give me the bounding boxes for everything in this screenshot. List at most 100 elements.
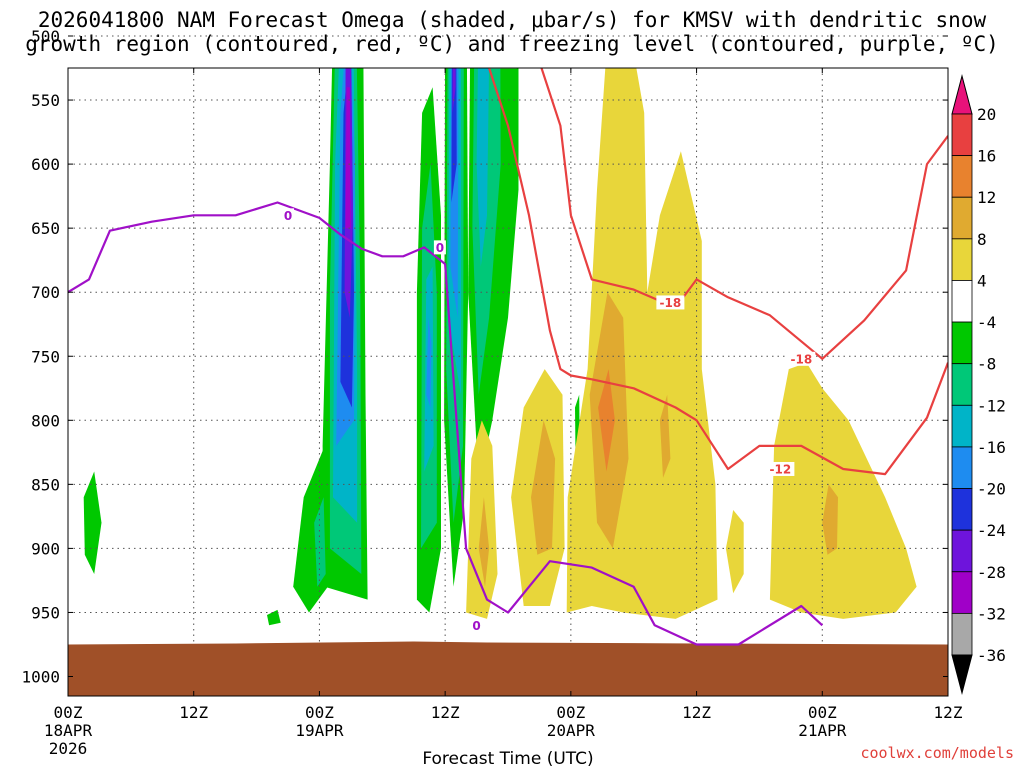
colorbar-box bbox=[951, 321, 973, 365]
x-tick-date: 21APR bbox=[798, 721, 847, 740]
y-tick-label: 850 bbox=[31, 475, 60, 494]
omega-blob bbox=[314, 497, 326, 587]
x-tick-label: 00Z bbox=[54, 703, 83, 722]
colorbar-label: -12 bbox=[977, 396, 1006, 415]
x-axis-label: Forecast Time (UTC) bbox=[422, 749, 593, 768]
chart-title-line-2: growth region (contoured, red, ºC) and f… bbox=[25, 32, 999, 56]
y-tick-label: 600 bbox=[31, 155, 60, 174]
omega-blob bbox=[566, 68, 718, 619]
colorbar-top-triangle bbox=[951, 74, 973, 115]
y-tick-label: 950 bbox=[31, 603, 60, 622]
x-tick-label: 12Z bbox=[934, 703, 963, 722]
omega-blob bbox=[345, 87, 351, 229]
colorbar-label: -4 bbox=[977, 313, 996, 332]
omega-shading bbox=[83, 0, 917, 626]
omega-blob bbox=[598, 369, 615, 472]
contour-label-bg bbox=[488, 68, 517, 69]
omega-blob bbox=[659, 394, 671, 478]
contour-label: -18 bbox=[660, 296, 682, 310]
colorbar-box bbox=[951, 196, 973, 240]
colorbar-label: -32 bbox=[977, 604, 1006, 623]
colorbar-label: 16 bbox=[977, 147, 996, 166]
contour-line bbox=[487, 68, 948, 476]
colorbar-box bbox=[951, 238, 973, 281]
colorbar-label: -28 bbox=[977, 563, 1006, 582]
y-tick-label: 900 bbox=[31, 539, 60, 558]
colorbar-box bbox=[951, 363, 973, 406]
colorbar-box bbox=[951, 571, 973, 614]
y-tick-label: 650 bbox=[31, 219, 60, 238]
y-tick-label: 1000 bbox=[21, 668, 60, 687]
contour-label-bg bbox=[470, 618, 483, 633]
plot-frame bbox=[67, 67, 949, 697]
colorbar-box bbox=[951, 488, 973, 531]
x-tick-label: 12Z bbox=[431, 703, 460, 722]
contour-label-bg bbox=[282, 208, 294, 223]
contour-label: 0 bbox=[284, 209, 292, 223]
y-tick-label: 700 bbox=[31, 283, 60, 302]
colorbar-label: 4 bbox=[977, 271, 987, 290]
colorbar-box bbox=[951, 280, 973, 323]
colorbar-label: 8 bbox=[977, 230, 987, 249]
contour-label-bg bbox=[656, 295, 685, 310]
contour-line bbox=[68, 201, 824, 646]
x-tick-date: 19APR bbox=[295, 721, 344, 740]
colorbar: 20 16 12 8 4 -4 -8 -12 -16 -20 -24 -28 -32 -36 bbox=[951, 74, 1006, 695]
colorbar-label: -8 bbox=[977, 355, 996, 374]
contour-line bbox=[540, 68, 948, 360]
colorbar-label: -24 bbox=[977, 521, 1006, 540]
colorbar-box bbox=[951, 113, 973, 157]
contour-label-bg bbox=[154, 0, 182, 2]
omega-blob bbox=[476, 68, 490, 267]
omega-blob bbox=[769, 362, 917, 619]
omega-blob bbox=[531, 420, 556, 555]
omega-blob bbox=[822, 484, 838, 555]
omega-blob bbox=[454, 0, 456, 36]
contour-label-bg bbox=[154, 52, 182, 66]
credit-text: coolwx.com/models bbox=[860, 744, 1014, 762]
colorbar-label: -20 bbox=[977, 480, 1006, 499]
colorbar-label: -36 bbox=[977, 646, 1006, 665]
omega-blob bbox=[725, 510, 744, 594]
omega-blob bbox=[478, 497, 490, 587]
y-tick-label: 550 bbox=[31, 91, 60, 110]
ground-fill bbox=[68, 641, 948, 696]
y-tick-label: 500 bbox=[31, 27, 60, 46]
contour-label-bg bbox=[787, 351, 816, 366]
colorbar-label: 20 bbox=[977, 105, 996, 124]
chart-title-line-1: 2026041800 NAM Forecast Omega (shaded, μ… bbox=[37, 8, 987, 32]
x-tick-label: 00Z bbox=[305, 703, 334, 722]
colorbar-label: -16 bbox=[977, 438, 1006, 457]
omega-blob bbox=[426, 317, 432, 408]
contour-label: -18 bbox=[157, 0, 179, 3]
x-tick-year: 2026 bbox=[49, 739, 88, 758]
contour-label: 0 bbox=[472, 619, 480, 633]
contour-label-bg bbox=[433, 240, 446, 255]
contour-label: -12 bbox=[492, 55, 514, 69]
colorbar-box bbox=[951, 404, 973, 448]
colorbar-bottom-triangle bbox=[951, 654, 973, 695]
contour-label: -18 bbox=[790, 352, 812, 366]
contour-label-bg bbox=[766, 461, 795, 476]
ground-layer bbox=[68, 641, 948, 696]
x-tick-label: 12Z bbox=[682, 703, 711, 722]
omega-blob bbox=[452, 68, 456, 113]
y-tick-label: 750 bbox=[31, 347, 60, 366]
colorbar-box bbox=[951, 612, 973, 656]
colorbar-box bbox=[951, 155, 973, 198]
contour-label: -12 bbox=[157, 53, 179, 67]
colorbar-box bbox=[951, 529, 973, 573]
y-tick-label: 800 bbox=[31, 411, 60, 430]
contour-label: -12 bbox=[770, 462, 792, 476]
axes: 2503003504004505005506006507007508008509… bbox=[21, 27, 963, 758]
x-tick-label: 00Z bbox=[808, 703, 837, 722]
colorbar-label: 12 bbox=[977, 188, 996, 207]
contour-label: 0 bbox=[436, 241, 444, 255]
x-tick-label: 00Z bbox=[556, 703, 585, 722]
omega-blob bbox=[83, 471, 102, 574]
x-tick-label: 12Z bbox=[179, 703, 208, 722]
x-tick-date: 20APR bbox=[547, 721, 596, 740]
omega-blob bbox=[505, 68, 518, 139]
